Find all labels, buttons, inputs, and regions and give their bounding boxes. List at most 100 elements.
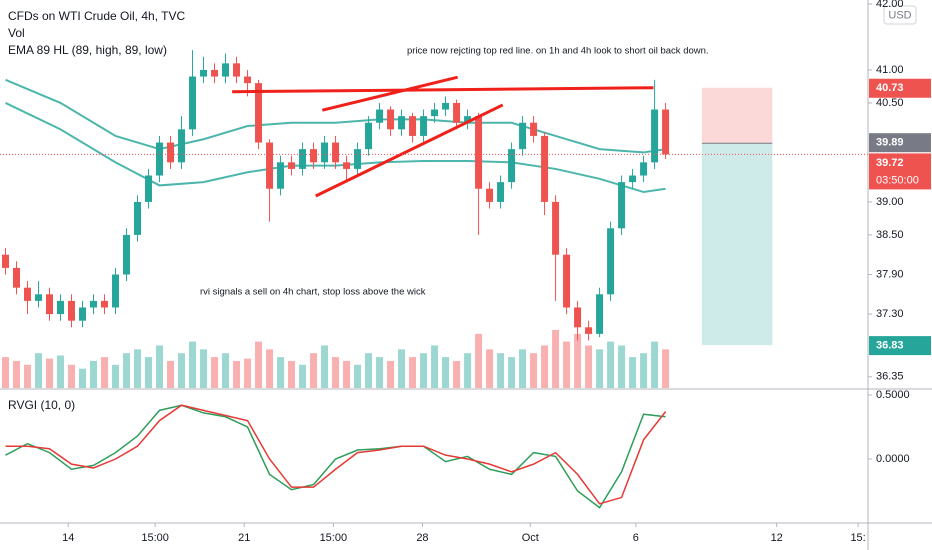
candle-body — [310, 149, 318, 163]
candle-body — [68, 300, 76, 321]
volume-bar — [57, 355, 65, 388]
rvgi-line — [5, 404, 666, 509]
y-tick-label: 38.50 — [876, 229, 904, 241]
volume-bar — [497, 353, 505, 388]
volume-bar — [167, 360, 175, 388]
volume-bar — [607, 341, 615, 388]
candle-body — [497, 182, 505, 202]
price-tag-label: 36.83 — [876, 340, 904, 352]
volume-bar — [464, 353, 472, 388]
volume-bar — [585, 345, 593, 388]
y-tick-label: 0.0000 — [876, 453, 910, 465]
volume-bar — [431, 345, 439, 388]
volume-bar — [123, 353, 131, 388]
candle-body — [640, 162, 648, 176]
x-tick-label: 14 — [62, 532, 74, 544]
countdown: 03:50:00 — [876, 174, 919, 186]
x-tick-label: 28 — [416, 532, 428, 544]
candle-body — [244, 76, 252, 84]
candle-body — [618, 182, 626, 229]
chart-title: CFDs on WTI Crude Oil, 4h, TVC — [8, 9, 185, 23]
candle-body — [46, 294, 54, 315]
candle-body — [79, 307, 87, 321]
volume-bar — [178, 353, 186, 388]
volume-bar — [640, 353, 648, 388]
price-tag — [869, 153, 931, 190]
x-tick-label: 15:00 — [320, 532, 348, 544]
candle-body — [24, 287, 32, 301]
candle-body — [145, 175, 153, 202]
volume-bar — [332, 357, 340, 388]
candle-body — [13, 267, 21, 288]
volume-bar — [453, 360, 461, 388]
price-tag-label: 40.73 — [876, 82, 904, 94]
volume-bar — [508, 357, 516, 388]
volume-bar — [288, 360, 296, 388]
candle-body — [376, 109, 384, 123]
volume-bar — [310, 353, 318, 388]
volume-bar — [266, 349, 274, 388]
volume-bar — [35, 353, 43, 388]
candle-body — [475, 116, 483, 189]
candle-body — [662, 109, 670, 155]
volume-bar — [101, 357, 109, 388]
volume-bar — [376, 357, 384, 388]
candle-body — [156, 142, 164, 176]
volume-bar — [2, 357, 10, 388]
candle-body — [486, 188, 494, 202]
volume-bar — [255, 341, 263, 388]
candle-body — [299, 149, 307, 169]
candle-body — [266, 142, 274, 189]
ema-high — [5, 78, 666, 154]
candle-body — [530, 122, 538, 136]
candle-body — [420, 116, 428, 136]
candle-body — [431, 109, 439, 117]
candle-body — [332, 142, 340, 163]
volume-bar — [68, 364, 76, 388]
currency-box[interactable] — [883, 5, 917, 25]
price-tag — [869, 336, 931, 356]
price-tag-label: 39.89 — [876, 137, 904, 149]
volume-bar — [321, 345, 329, 388]
volume-bar — [354, 364, 362, 388]
volume-bar — [46, 358, 54, 388]
candle-body — [178, 129, 186, 163]
volume-bar — [486, 349, 494, 388]
y-tick-label: 36.35 — [876, 371, 904, 383]
volume-bar — [662, 349, 670, 388]
candle-body — [508, 149, 516, 183]
volume-bar — [189, 341, 197, 388]
candle-body — [585, 327, 593, 334]
currency[interactable]: USD — [888, 9, 911, 21]
candle-body — [321, 142, 329, 163]
trend-line — [321, 75, 459, 112]
y-tick-label: 39.00 — [876, 196, 904, 208]
indicator-legend: EMA 89 HL (89, high, 89, low) — [8, 43, 167, 57]
candle-body — [112, 274, 120, 308]
annotation: price now rejcting top red line. on 1h a… — [407, 46, 709, 57]
volume-bar — [651, 341, 659, 388]
stop-zone — [701, 87, 773, 144]
candle-body — [629, 175, 637, 183]
volume-bar — [398, 349, 406, 388]
volume-bar — [519, 349, 527, 388]
candle-body — [552, 201, 560, 255]
annotation: rvi signals a sell on 4h chart, stop los… — [200, 287, 426, 298]
candle-body — [288, 162, 296, 169]
y-tick-label: 42.00 — [876, 0, 904, 10]
candle-body — [35, 294, 43, 301]
candle-body — [398, 116, 406, 130]
volume-bar — [563, 341, 571, 388]
price-tag — [869, 133, 931, 153]
volume-bar — [530, 353, 538, 388]
candle-body — [651, 109, 659, 163]
volume-bar — [244, 358, 252, 388]
candle-body — [101, 300, 109, 308]
candle-body — [464, 116, 472, 123]
y-tick-label: 40.50 — [876, 97, 904, 109]
rvgi-line — [5, 404, 667, 505]
volume-bar — [618, 345, 626, 388]
volume-bar — [596, 349, 604, 388]
